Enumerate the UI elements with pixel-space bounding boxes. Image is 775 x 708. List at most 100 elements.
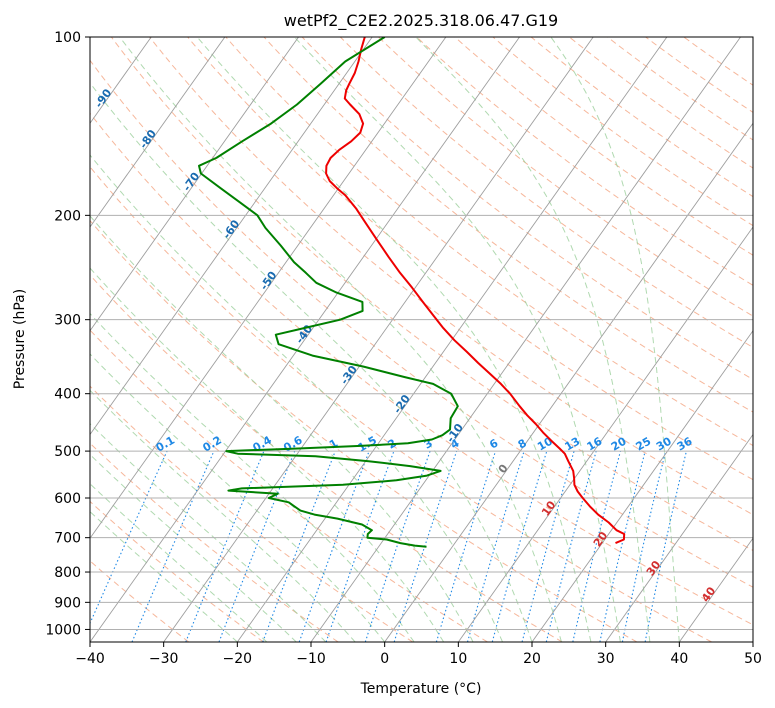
y-tick-label: 400 bbox=[54, 387, 81, 403]
dry-adiabat-line bbox=[90, 59, 753, 588]
moist-adiabat-line bbox=[415, 37, 651, 642]
x-tick-label: 20 bbox=[523, 651, 541, 667]
isotherm-line bbox=[90, 37, 299, 332]
dry-adiabat-line bbox=[683, 37, 753, 86]
isotherm-label: -20 bbox=[391, 392, 413, 416]
x-tick-label: 50 bbox=[744, 651, 762, 667]
dry-adiabat-line bbox=[454, 37, 753, 256]
dry-adiabat-line bbox=[568, 37, 753, 169]
dry-adiabat-line bbox=[263, 37, 753, 413]
isotherm-line bbox=[90, 37, 520, 642]
y-tick-label: 300 bbox=[54, 313, 81, 329]
dry-adiabat-line bbox=[378, 37, 753, 317]
dry-adiabat-line bbox=[90, 329, 488, 642]
mixing-ratio-line bbox=[435, 450, 497, 642]
mixing-ratio-line bbox=[621, 450, 667, 642]
isotherm-label: 10 bbox=[539, 498, 559, 518]
dry-adiabat-line bbox=[90, 166, 712, 642]
dewpoint-line bbox=[198, 37, 459, 548]
moist-adiabat-line bbox=[90, 453, 297, 642]
mixing-ratio-line bbox=[325, 450, 395, 642]
mixing-ratio-line bbox=[644, 450, 687, 642]
moist-adiabat-line bbox=[90, 267, 445, 642]
isotherm-line bbox=[531, 329, 753, 642]
moist-adiabat-line bbox=[90, 389, 356, 642]
dry-adiabat-line bbox=[90, 219, 638, 642]
isotherm-line bbox=[310, 37, 741, 642]
dry-adiabat-line bbox=[645, 37, 753, 113]
x-tick-label: 40 bbox=[670, 651, 688, 667]
y-tick-label: 200 bbox=[54, 208, 81, 224]
moist-adiabat-line bbox=[119, 37, 562, 642]
moist-adiabat-line bbox=[90, 82, 533, 642]
x-tick-label: 10 bbox=[449, 651, 467, 667]
x-tick-label: 0 bbox=[380, 651, 389, 667]
x-tick-label: −30 bbox=[149, 651, 179, 667]
x-tick-label: −20 bbox=[223, 651, 253, 667]
mixing-ratio-line bbox=[131, 450, 215, 642]
temperature-line bbox=[325, 37, 626, 545]
isotherm-line bbox=[90, 37, 226, 228]
x-tick-label: −40 bbox=[75, 651, 105, 667]
dry-adiabat-line bbox=[90, 442, 339, 642]
dry-adiabat-line bbox=[90, 274, 563, 642]
mixing-ratio-label: 6 bbox=[487, 436, 500, 451]
isotherm-label: -70 bbox=[180, 170, 202, 194]
y-tick-label: 500 bbox=[54, 444, 81, 460]
dry-adiabat-line bbox=[90, 385, 414, 642]
sounding-series bbox=[198, 37, 626, 548]
moist-adiabat-line bbox=[90, 312, 415, 642]
x-axis: −40 −30 −20 −10 0 10 20 30 40 50 bbox=[75, 642, 762, 667]
isotherm-line bbox=[236, 37, 668, 642]
moist-adiabat-line bbox=[550, 37, 680, 642]
isotherm-line bbox=[90, 37, 447, 540]
x-axis-label: Temperature (°C) bbox=[360, 681, 482, 697]
moist-adiabat-line bbox=[90, 215, 474, 642]
mixing-ratio-line bbox=[262, 450, 336, 642]
moist-adiabat-line bbox=[90, 510, 238, 642]
isotherm-label: -50 bbox=[257, 269, 279, 293]
isotherm-line bbox=[163, 37, 594, 642]
dry-adiabat-line bbox=[339, 37, 753, 349]
background-lines bbox=[0, 37, 753, 642]
dry-adiabat-line bbox=[416, 37, 753, 286]
dry-adiabat-line bbox=[492, 37, 753, 227]
mixing-ratio-line bbox=[599, 450, 646, 642]
dry-adiabat-line bbox=[530, 37, 753, 198]
dry-adiabat-line bbox=[90, 500, 264, 642]
isotherm-label: 40 bbox=[699, 584, 719, 604]
isotherm-line bbox=[752, 641, 753, 642]
chart-title: wetPf2_C2E2.2025.318.06.47.G19 bbox=[284, 11, 558, 31]
y-tick-label: 800 bbox=[54, 565, 81, 581]
y-tick-label: 900 bbox=[54, 595, 81, 611]
dry-adiabat-line bbox=[110, 37, 753, 552]
isotherm-label: 20 bbox=[591, 529, 611, 549]
mixing-ratio-line bbox=[218, 450, 296, 642]
x-tick-label: 30 bbox=[597, 651, 615, 667]
y-tick-label: 1000 bbox=[45, 622, 81, 638]
mixing-ratio-line bbox=[521, 450, 575, 642]
mixing-ratio-line bbox=[491, 450, 548, 642]
isotherm-line bbox=[90, 37, 373, 436]
mixing-ratio-line bbox=[298, 450, 370, 642]
mixing-ratio-line bbox=[185, 450, 265, 642]
moist-adiabat-line bbox=[196, 37, 592, 642]
plot-frame bbox=[89, 36, 754, 643]
dry-adiabat-line bbox=[90, 112, 753, 626]
isotherm-label: -60 bbox=[220, 217, 242, 241]
mixing-ratio-line bbox=[572, 450, 622, 642]
moist-adiabat-line bbox=[90, 483, 268, 642]
isotherm-line bbox=[384, 122, 753, 642]
y-tick-label: 100 bbox=[54, 30, 81, 46]
isotherm-line bbox=[0, 37, 4, 642]
dry-adiabat-line bbox=[225, 37, 753, 447]
isotherm-line bbox=[605, 433, 753, 642]
pressure-grid bbox=[90, 36, 753, 630]
mixing-ratio-line bbox=[90, 450, 168, 625]
mixing-ratio-line bbox=[466, 450, 525, 642]
isotherm-line bbox=[678, 537, 753, 642]
mixing-ratio-line bbox=[364, 450, 431, 642]
